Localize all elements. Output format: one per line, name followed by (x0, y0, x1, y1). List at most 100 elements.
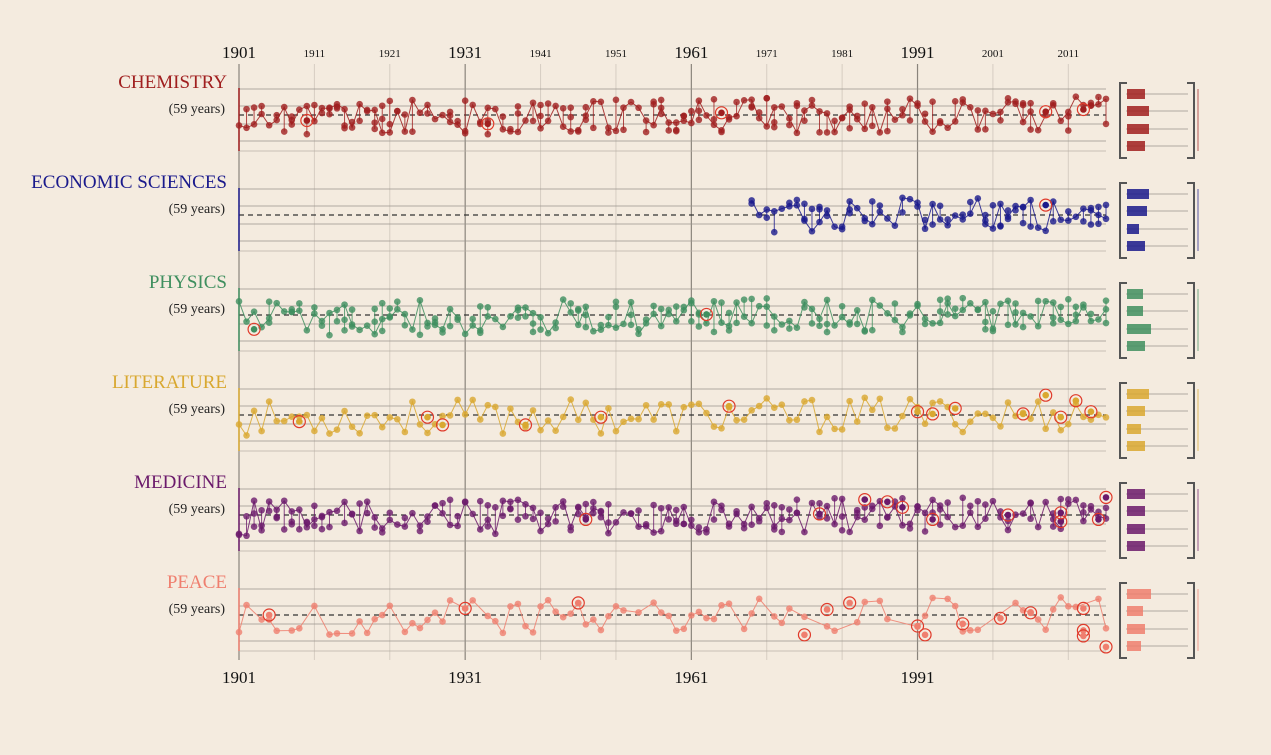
laureate-dot (793, 196, 801, 204)
laureate-dot (537, 101, 544, 109)
highlight-ring (579, 512, 593, 527)
laureate-dot (816, 108, 823, 115)
laureate-dot (544, 515, 552, 522)
laureate-dot (401, 514, 409, 522)
laureate-dot (612, 96, 620, 104)
laureate-dot (484, 130, 492, 138)
laureate-dot (371, 524, 379, 531)
laureate-dot (688, 107, 695, 115)
laureate-dot (356, 326, 363, 334)
laureate-dot (371, 318, 379, 325)
laureate-dot (409, 398, 416, 406)
laureate-dot (748, 319, 755, 327)
laureate-dot (688, 522, 695, 529)
laureate-dot (966, 418, 974, 425)
laureate-dot (808, 396, 816, 404)
laureate-dot (710, 115, 718, 123)
laureate-dot (605, 519, 612, 526)
laureate-dot (808, 102, 816, 109)
bracket-right (1187, 282, 1195, 359)
laureate-dot (936, 216, 944, 223)
laureate-dot (1065, 127, 1072, 134)
laureate-dot (763, 94, 771, 102)
laureate-dot (838, 302, 846, 310)
laureate-dot (944, 221, 951, 229)
laureate-dot (1087, 317, 1095, 325)
laureate-dot (982, 107, 989, 115)
highlighted-dot (1057, 509, 1065, 517)
laureate-dot (529, 504, 537, 512)
top-axis-label: 1901 (222, 43, 256, 62)
laureate-dot (703, 528, 710, 536)
laureate-dot (416, 109, 424, 117)
laureate-dot (597, 508, 605, 516)
laureate-dot (801, 398, 808, 405)
highlight-ring (699, 307, 714, 322)
laureate-dot (966, 627, 974, 634)
laureate-dot (265, 398, 273, 405)
laureate-dot (748, 521, 755, 528)
summary-bar (1127, 424, 1141, 434)
laureate-dot (311, 602, 318, 610)
laureate-dot (1102, 95, 1110, 103)
laureate-dot (921, 420, 929, 428)
laureate-dot (672, 119, 680, 126)
laureate-dot (1034, 297, 1042, 305)
highlighted-dot (1095, 516, 1102, 523)
laureate-dot (657, 322, 665, 330)
highlighted-dot (582, 516, 590, 523)
laureate-dot (1004, 207, 1012, 214)
laureate-dot (778, 528, 786, 536)
laureate-dot (446, 305, 454, 313)
laureate-dot (921, 216, 929, 224)
laureate-dot (424, 513, 431, 520)
laureate-dot (333, 630, 341, 637)
laureate-dot (831, 322, 838, 329)
laureate-dot (1049, 606, 1057, 613)
laureate-dot (424, 101, 431, 109)
laureate-dot (853, 506, 861, 514)
laureate-dot (899, 494, 906, 502)
bottom-axis-label: 1991 (901, 668, 935, 687)
laureate-dot (1027, 196, 1034, 204)
laureate-dot (605, 500, 612, 508)
laureate-dot (929, 496, 936, 504)
laureate-dot (823, 212, 831, 220)
laureate-dot (838, 223, 846, 231)
laureate-dot (574, 510, 582, 518)
laureate-dot (1019, 203, 1027, 211)
laureate-dot (672, 506, 680, 514)
laureate-dot (446, 118, 454, 126)
bracket-left (1119, 382, 1127, 459)
laureate-dot (318, 317, 326, 325)
laureate-dot (944, 299, 951, 307)
laureate-dot (929, 399, 936, 407)
laureate-dot (1095, 93, 1102, 101)
laureate-dot (348, 306, 356, 313)
laureate-dot (612, 427, 620, 435)
laureate-dot (929, 128, 936, 136)
highlight-ring (1039, 105, 1053, 119)
laureate-dot (1095, 220, 1102, 228)
laureate-dot (258, 527, 265, 534)
laureate-dot (386, 516, 394, 524)
laureate-dot (484, 523, 492, 530)
highlight-ring (1084, 405, 1098, 419)
laureate-dot (1004, 95, 1012, 102)
laureate-dot (914, 203, 921, 210)
laureate-dot (529, 320, 537, 327)
laureate-dot (507, 505, 514, 512)
highlighted-dot (884, 498, 891, 506)
summary-bar (1127, 206, 1147, 216)
laureate-dot (974, 107, 982, 114)
highlight-ring (714, 106, 729, 120)
laureate-dot (944, 311, 951, 318)
laureate-dot (1080, 509, 1087, 516)
laureate-dot (507, 603, 514, 610)
laureate-dot (288, 113, 296, 120)
laureate-dot (1049, 218, 1057, 225)
laureate-dot (929, 509, 936, 516)
laureate-dot (522, 513, 529, 520)
laureate-dot (273, 514, 280, 522)
highlight-ring (1016, 407, 1030, 421)
